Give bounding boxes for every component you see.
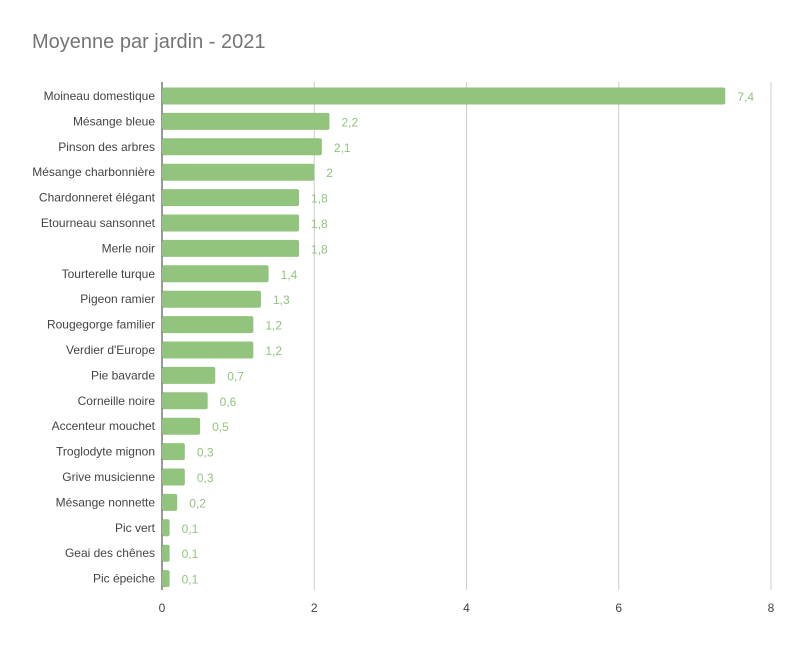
bar xyxy=(162,239,300,257)
chart-title: Moyenne par jardin - 2021 xyxy=(32,31,266,53)
category-label: Tourterelle turque xyxy=(62,267,156,281)
category-label: Geai des chênes xyxy=(65,546,155,560)
x-tick-label: 8 xyxy=(768,601,775,615)
category-label: Chardonneret élégant xyxy=(39,191,156,205)
value-label: 1,2 xyxy=(265,344,282,358)
category-label: Pic épeiche xyxy=(93,572,155,586)
value-label: 1,8 xyxy=(311,217,328,231)
value-label: 1,2 xyxy=(265,319,282,333)
value-label: 0,1 xyxy=(182,547,199,561)
bar xyxy=(162,112,330,130)
bar xyxy=(162,163,315,181)
x-tick-label: 6 xyxy=(615,601,622,615)
value-label: 0,5 xyxy=(212,420,229,434)
value-label: 1,8 xyxy=(311,242,328,256)
bar xyxy=(162,417,201,435)
bar xyxy=(162,87,726,105)
labels: 0 2 4 6 8 Moineau domestique 7,4 Mésange bleue 2… xyxy=(32,89,774,615)
grid-lines xyxy=(161,82,772,590)
value-label: 1,8 xyxy=(311,192,328,206)
category-label: Moineau domestique xyxy=(44,89,156,103)
bar xyxy=(162,443,185,461)
category-label: Troglodyte mignon xyxy=(56,445,155,459)
bar xyxy=(162,519,170,537)
bar xyxy=(162,544,170,562)
value-label: 1,3 xyxy=(273,293,290,307)
category-label: Mésange charbonnière xyxy=(32,165,155,179)
bar xyxy=(162,316,254,334)
bar xyxy=(162,214,300,232)
value-label: 0,3 xyxy=(197,446,214,460)
category-label: Verdier d'Europe xyxy=(66,343,155,357)
value-label: 0,6 xyxy=(220,395,237,409)
value-label: 0,3 xyxy=(197,471,214,485)
x-tick-label: 4 xyxy=(463,601,470,615)
value-label: 2,2 xyxy=(341,115,358,129)
value-label: 2,1 xyxy=(334,141,351,155)
value-label: 0,7 xyxy=(227,369,244,383)
bar xyxy=(162,493,178,511)
category-label: Pigeon ramier xyxy=(80,292,155,306)
bar xyxy=(162,265,269,283)
bar xyxy=(162,290,261,308)
bar xyxy=(162,468,185,486)
category-label: Corneille noire xyxy=(78,394,156,408)
category-label: Pinson des arbres xyxy=(58,140,155,154)
value-label: 0,1 xyxy=(182,522,199,536)
category-label: Pie bavarde xyxy=(91,368,155,382)
category-label: Mésange nonnette xyxy=(56,495,156,509)
bar xyxy=(162,189,300,207)
value-label: 7,4 xyxy=(737,90,754,104)
bar xyxy=(162,570,170,588)
category-label: Mésange bleue xyxy=(73,114,155,128)
bar xyxy=(162,392,208,410)
value-label: 2 xyxy=(326,166,333,180)
value-label: 0,1 xyxy=(182,573,199,587)
bar xyxy=(162,138,322,156)
category-label: Accenteur mouchet xyxy=(52,419,156,433)
bar xyxy=(162,366,216,384)
x-tick-label: 0 xyxy=(159,601,166,615)
category-label: Merle noir xyxy=(102,241,155,255)
category-label: Pic vert xyxy=(115,521,156,535)
bars xyxy=(162,87,726,588)
x-tick-label: 2 xyxy=(311,601,318,615)
category-label: Etourneau sansonnet xyxy=(41,216,156,230)
category-label: Grive musicienne xyxy=(62,470,155,484)
value-label: 0,2 xyxy=(189,496,206,510)
bar xyxy=(162,341,254,359)
category-label: Rougegorge familier xyxy=(47,318,155,332)
value-label: 1,4 xyxy=(281,268,298,282)
